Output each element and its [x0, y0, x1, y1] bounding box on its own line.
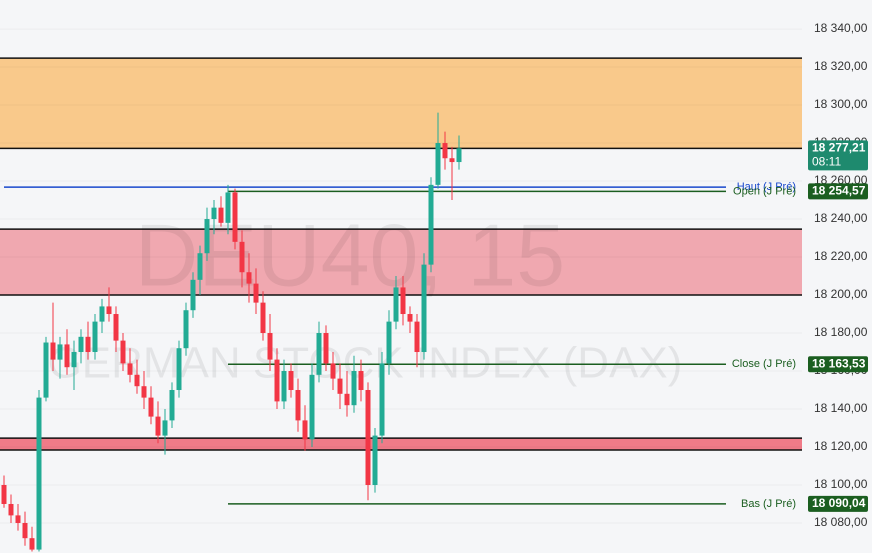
candle-body — [344, 393, 350, 406]
candle-body — [71, 352, 77, 368]
candle-body — [190, 279, 196, 311]
candle-body — [183, 310, 189, 349]
level-label: Bas (J Pré) — [741, 498, 796, 510]
candle-body — [365, 390, 371, 485]
candle-body — [57, 344, 63, 360]
candle-body — [106, 306, 112, 315]
candle-body — [330, 363, 336, 379]
candle-body — [274, 359, 280, 402]
price-tag-label: 18 090,04 — [812, 496, 866, 510]
candle-body — [50, 342, 56, 360]
candle-body — [148, 397, 154, 417]
price-tag — [808, 183, 868, 200]
candle-body — [288, 371, 294, 391]
candle-body — [78, 336, 84, 353]
candle-body — [113, 314, 119, 341]
candle-body — [29, 538, 35, 550]
candle-body — [281, 371, 287, 402]
candle-body — [92, 321, 98, 353]
level-label: Haut (J Pré) — [737, 181, 796, 193]
y-tick-label: 18 140,00 — [814, 401, 868, 415]
candle-body — [456, 148, 462, 163]
candle-body — [393, 287, 399, 322]
price-axis — [802, 0, 872, 553]
y-tick-label: 18 180,00 — [814, 325, 868, 339]
candle-body — [428, 184, 434, 265]
level-label: Close (J Pré) — [732, 358, 796, 370]
y-tick-label: 18 200,00 — [814, 287, 868, 301]
price-tag-label: 18 277,21 — [812, 141, 866, 155]
candle-body — [239, 241, 245, 273]
candle-body — [253, 283, 259, 303]
candle-body — [337, 378, 343, 394]
candle-body — [127, 363, 133, 375]
candle-body — [449, 158, 455, 163]
candle-body — [442, 143, 448, 159]
watermark-subtitle: GERMAN STOCK INDEX (DAX) — [48, 339, 683, 388]
zone — [0, 438, 802, 451]
candle-body — [141, 386, 147, 398]
zone — [0, 58, 802, 149]
candle-body — [99, 306, 105, 322]
candle-body — [267, 333, 273, 360]
candle-body — [421, 264, 427, 353]
candle-body — [295, 390, 301, 421]
price-tag — [808, 356, 868, 373]
candle-body — [218, 207, 224, 223]
candle-body — [379, 363, 385, 436]
candle-body — [36, 397, 42, 550]
y-tick-label: 18 340,00 — [814, 21, 868, 35]
candle-body — [197, 253, 203, 280]
y-tick-label: 18 220,00 — [814, 249, 868, 263]
candle-body — [351, 371, 357, 406]
price-tag-label: 18 254,57 — [812, 184, 866, 198]
candle-body — [64, 344, 70, 368]
candle-body — [309, 374, 315, 440]
candle-body — [435, 143, 441, 185]
zone — [0, 229, 802, 296]
candle-body — [414, 321, 420, 353]
price-tag — [808, 140, 868, 171]
y-tick-label: 18 240,00 — [814, 211, 868, 225]
candle-body — [176, 348, 182, 391]
y-tick-label: 18 100,00 — [814, 477, 868, 491]
price-tag-label: 18 163,53 — [812, 356, 866, 370]
candle-body — [169, 390, 175, 421]
candle-body — [400, 287, 406, 315]
y-tick-label: 18 300,00 — [814, 97, 868, 111]
candle-body — [85, 336, 91, 353]
y-tick-label: 18 320,00 — [814, 59, 868, 73]
candle-body — [162, 420, 168, 436]
candle-body — [120, 340, 126, 364]
candle-body — [8, 503, 14, 516]
candle-body — [246, 272, 252, 284]
y-tick-label: 18 120,00 — [814, 439, 868, 453]
candle-body — [407, 314, 413, 322]
candle-body — [372, 435, 378, 485]
candle-body — [386, 321, 392, 364]
candle-body — [43, 342, 49, 398]
candle-body — [225, 192, 231, 223]
y-tick-label: 18 080,00 — [814, 515, 868, 529]
candle-body — [155, 416, 161, 436]
candle-body — [15, 515, 21, 523]
candle-body — [302, 420, 308, 440]
price-tag — [808, 495, 868, 512]
candle-body — [316, 333, 322, 375]
candle-body — [134, 374, 140, 387]
candle-body — [232, 192, 238, 242]
candle-body — [1, 484, 7, 504]
candle-body — [22, 522, 28, 539]
level-label: Open (J Pré) — [733, 185, 796, 197]
candle-body — [204, 219, 210, 254]
candle-body — [358, 371, 364, 391]
candle-body — [211, 207, 217, 220]
price-tag-time: 08:11 — [812, 155, 841, 169]
candle-body — [323, 333, 329, 364]
candle-body — [260, 302, 266, 334]
